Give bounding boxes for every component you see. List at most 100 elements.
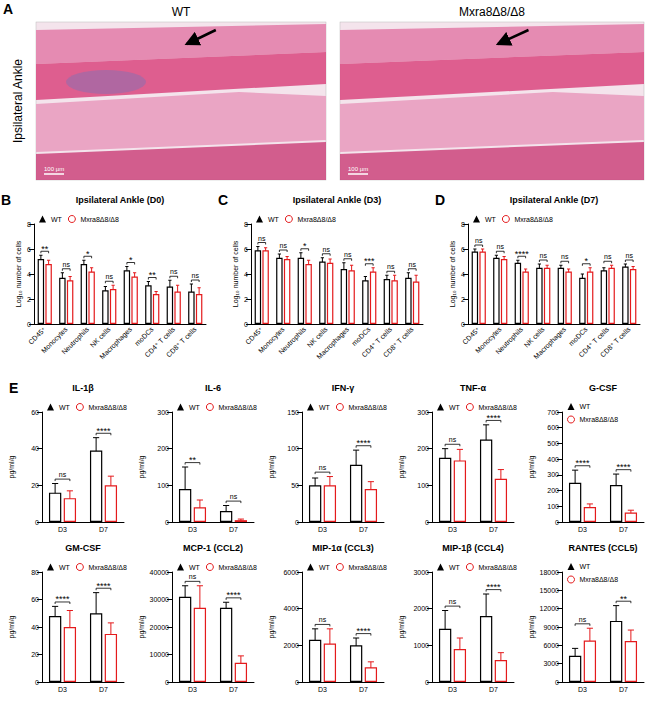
- svg-text:pg/ml/g: pg/ml/g: [528, 455, 536, 478]
- svg-text:100 µm: 100 µm: [44, 166, 64, 172]
- svg-text:0: 0: [165, 519, 169, 526]
- svg-text:100: 100: [417, 482, 429, 489]
- svg-text:WT: WT: [449, 564, 461, 571]
- svg-text:ns: ns: [59, 471, 67, 478]
- svg-text:Mxra8Δ8/Δ8: Mxra8Δ8/Δ8: [80, 216, 119, 223]
- svg-text:D7: D7: [489, 686, 498, 693]
- svg-text:Mxra8Δ8/Δ8: Mxra8Δ8/Δ8: [218, 564, 257, 571]
- svg-text:****: ****: [486, 413, 501, 423]
- svg-text:ns: ns: [230, 493, 238, 500]
- svg-text:pg/ml/g: pg/ml/g: [398, 615, 406, 638]
- svg-text:**: **: [620, 594, 628, 604]
- svg-text:100: 100: [287, 445, 299, 452]
- svg-text:300: 300: [547, 471, 559, 478]
- svg-text:ns: ns: [63, 261, 71, 268]
- svg-text:***: ***: [364, 256, 375, 266]
- svg-text:D: D: [435, 192, 445, 208]
- svg-text:ns: ns: [449, 598, 457, 605]
- svg-text:ns: ns: [449, 436, 457, 443]
- svg-text:6: 6: [27, 246, 31, 253]
- svg-text:*: *: [303, 241, 307, 251]
- svg-text:CD8⁺ T cells: CD8⁺ T cells: [165, 325, 198, 358]
- svg-text:10000: 10000: [150, 651, 170, 658]
- svg-text:****: ****: [575, 458, 590, 468]
- svg-text:MCP-1 (CCL2): MCP-1 (CCL2): [183, 543, 243, 553]
- svg-text:Mxra8Δ8/Δ8: Mxra8Δ8/Δ8: [459, 5, 525, 19]
- svg-text:4000: 4000: [283, 605, 299, 612]
- svg-text:300: 300: [417, 409, 429, 416]
- svg-text:40000: 40000: [150, 569, 170, 576]
- svg-text:****: ****: [616, 462, 631, 472]
- svg-text:MIP-1α (CCL3): MIP-1α (CCL3): [312, 543, 374, 553]
- svg-text:1000: 1000: [413, 642, 429, 649]
- svg-text:2: 2: [244, 296, 248, 303]
- svg-text:Mxra8Δ8/Δ8: Mxra8Δ8/Δ8: [478, 404, 517, 411]
- svg-text:3000: 3000: [413, 569, 429, 576]
- svg-text:WT: WT: [59, 564, 71, 571]
- svg-text:D7: D7: [359, 526, 368, 533]
- svg-text:D3: D3: [58, 686, 67, 693]
- svg-text:60: 60: [31, 596, 39, 603]
- svg-text:200: 200: [417, 445, 429, 452]
- svg-text:Log₁₀ number of cells: Log₁₀ number of cells: [15, 240, 23, 307]
- svg-text:WT: WT: [172, 5, 191, 19]
- svg-text:****: ****: [515, 249, 530, 259]
- svg-text:B: B: [1, 192, 11, 208]
- svg-text:2: 2: [461, 296, 465, 303]
- svg-text:D7: D7: [99, 686, 108, 693]
- svg-text:80: 80: [31, 569, 39, 576]
- svg-text:WT: WT: [580, 563, 592, 570]
- svg-text:WT: WT: [319, 404, 331, 411]
- svg-text:WT: WT: [319, 564, 331, 571]
- svg-text:*: *: [129, 255, 133, 265]
- svg-text:*: *: [584, 256, 588, 266]
- svg-text:ns: ns: [319, 464, 327, 471]
- svg-text:40: 40: [31, 445, 39, 452]
- svg-text:Ipsilateral Ankle (D0): Ipsilateral Ankle (D0): [76, 195, 165, 205]
- svg-text:IFN-γ: IFN-γ: [332, 383, 355, 393]
- svg-text:D3: D3: [578, 526, 587, 533]
- svg-text:Log₁₀ number of cells: Log₁₀ number of cells: [449, 240, 457, 307]
- svg-text:Macrophages: Macrophages: [315, 325, 351, 361]
- svg-text:pg/ml/g: pg/ml/g: [268, 455, 276, 478]
- svg-text:0: 0: [244, 321, 248, 328]
- svg-text:****: ****: [96, 426, 111, 436]
- svg-text:D7: D7: [99, 526, 108, 533]
- svg-text:500: 500: [547, 440, 559, 447]
- svg-text:0: 0: [27, 321, 31, 328]
- svg-text:ns: ns: [323, 246, 331, 253]
- svg-text:Log₁₀ number of cells: Log₁₀ number of cells: [232, 240, 240, 307]
- svg-text:6: 6: [244, 246, 248, 253]
- svg-text:8: 8: [461, 221, 465, 228]
- svg-text:Macrophages: Macrophages: [532, 325, 568, 361]
- svg-text:ns: ns: [258, 235, 266, 242]
- svg-text:Mxra8Δ8/Δ8: Mxra8Δ8/Δ8: [218, 404, 257, 411]
- svg-text:IL-1β: IL-1β: [72, 383, 94, 393]
- svg-text:0: 0: [555, 679, 559, 686]
- svg-text:GM-CSF: GM-CSF: [65, 543, 101, 553]
- svg-text:ns: ns: [280, 242, 288, 249]
- svg-text:D3: D3: [58, 526, 67, 533]
- svg-text:WT: WT: [189, 564, 201, 571]
- svg-text:4: 4: [27, 271, 31, 278]
- svg-text:300: 300: [157, 409, 169, 416]
- svg-text:20: 20: [31, 651, 39, 658]
- svg-text:ns: ns: [344, 251, 352, 258]
- svg-text:8: 8: [244, 221, 248, 228]
- svg-text:CD8⁺ T cells: CD8⁺ T cells: [599, 325, 632, 358]
- svg-text:Mxra8Δ8/Δ8: Mxra8Δ8/Δ8: [88, 564, 127, 571]
- svg-text:****: ****: [356, 438, 371, 448]
- svg-text:Ipsilateral Ankle (D7): Ipsilateral Ankle (D7): [510, 195, 599, 205]
- svg-text:4: 4: [244, 271, 248, 278]
- svg-text:3000: 3000: [543, 660, 559, 667]
- svg-text:****: ****: [55, 594, 70, 604]
- svg-text:D7: D7: [489, 526, 498, 533]
- svg-text:****: ****: [486, 582, 501, 592]
- svg-text:100: 100: [547, 503, 559, 510]
- svg-text:C: C: [218, 192, 228, 208]
- svg-text:pg/ml/g: pg/ml/g: [528, 615, 536, 638]
- svg-text:D3: D3: [318, 686, 327, 693]
- svg-text:Neutrophils: Neutrophils: [277, 325, 308, 356]
- svg-text:100: 100: [157, 482, 169, 489]
- svg-text:WT: WT: [59, 404, 71, 411]
